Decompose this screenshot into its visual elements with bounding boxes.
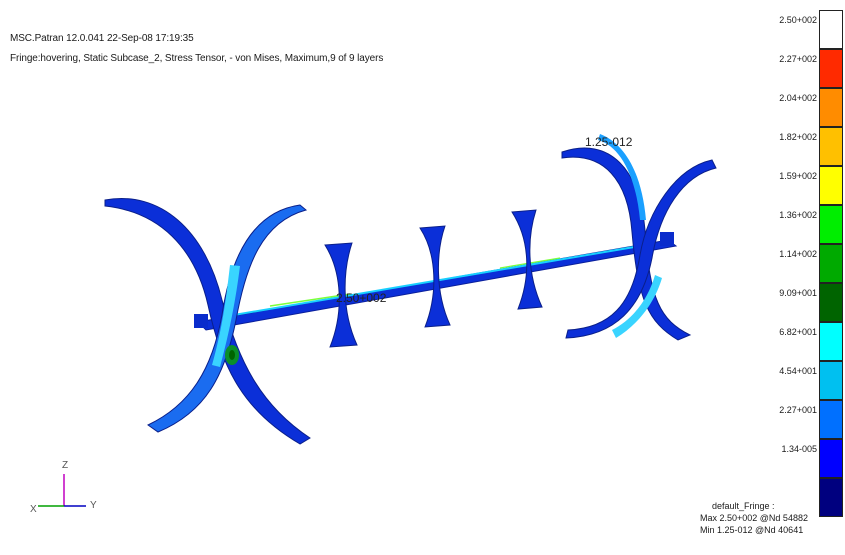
legend-swatch: [819, 400, 843, 439]
legend-tick-label: 2.50+002: [779, 15, 817, 25]
legend-tick-label: 1.36+002: [779, 210, 817, 220]
legend-tick-label: 6.82+001: [779, 327, 817, 337]
legend-swatch: [819, 478, 843, 517]
legend-swatch: [819, 88, 843, 127]
legend-info: default_Fringe : Max 2.50+002 @Nd 54882 …: [700, 500, 845, 536]
max-value-marker: 2.50+002: [336, 291, 387, 305]
right-blade-assembly[interactable]: [561, 134, 717, 341]
legend-max: Max 2.50+002 @Nd 54882: [700, 513, 808, 523]
axis-y-label: Y: [90, 500, 97, 511]
axis-triad-icon: [38, 474, 86, 507]
legend-min: Min 1.25-012 @Nd 40641: [700, 525, 804, 535]
legend-tick-label: 1.14+002: [779, 249, 817, 259]
legend-tick-label: 2.27+002: [779, 54, 817, 64]
left-blade-assembly[interactable]: [104, 198, 311, 445]
legend-tick-label: 1.34-005: [781, 444, 817, 454]
legend-swatch: [819, 205, 843, 244]
axis-triad: Z X Y: [30, 460, 110, 520]
axis-x-label: X: [30, 504, 37, 515]
legend-swatch: [819, 283, 843, 322]
legend-tick-label: 9.09+001: [779, 288, 817, 298]
center-paddles[interactable]: [324, 209, 543, 348]
legend-swatch: [819, 10, 843, 49]
legend-tick-label: 2.27+001: [779, 405, 817, 415]
legend-swatch: [819, 439, 843, 478]
legend-tick-label: 1.82+002: [779, 132, 817, 142]
axis-z-label: Z: [62, 460, 69, 471]
title-line: MSC.Patran 12.0.041 22-Sep-08 17:19:35: [10, 33, 194, 44]
legend-tick-label: 2.04+002: [779, 93, 817, 103]
legend-swatch: [819, 361, 843, 400]
legend-name: default_Fringe :: [712, 501, 775, 511]
legend-swatch: [819, 166, 843, 205]
legend-tick-label: 1.59+002: [779, 171, 817, 181]
legend-swatch: [819, 244, 843, 283]
legend-swatch: [819, 322, 843, 361]
legend-swatch: [819, 49, 843, 88]
min-value-marker: 1.25-012: [585, 135, 633, 149]
legend-swatch: [819, 127, 843, 166]
legend-tick-label: 4.54+001: [779, 366, 817, 376]
result-description: Fringe:hovering, Static Subcase_2, Stres…: [10, 53, 384, 64]
